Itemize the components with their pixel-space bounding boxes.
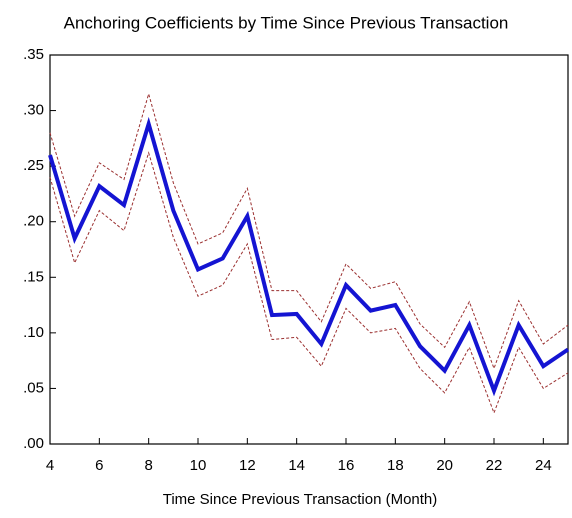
chart-title: Anchoring Coefficients by Time Since Pre… [64,13,509,32]
x-tick-label: 14 [288,457,305,474]
y-tick-label: .05 [23,379,44,396]
y-tick-label: .30 [23,102,44,119]
y-tick-label: .15 [23,268,44,285]
y-tick-label: .35 [23,46,44,63]
x-tick-label: 16 [338,457,355,474]
x-tick-label: 20 [436,457,453,474]
x-axis-label: Time Since Previous Transaction (Month) [163,491,438,508]
y-tick-label: .00 [23,435,44,452]
series-line [48,116,570,397]
x-tick-label: 10 [190,457,207,474]
x-tick-label: 6 [95,457,103,474]
x-tick-label: 12 [239,457,256,474]
y-tick-label: .20 [23,213,44,230]
x-tick-label: 18 [387,457,404,474]
x-tick-label: 8 [144,457,152,474]
y-tick-label: .10 [23,324,44,341]
plot-frame [49,54,569,445]
x-tick-label: 24 [535,457,552,474]
x-tick-label: 4 [46,457,54,474]
series-line [49,92,569,370]
y-tick-label: .25 [23,157,44,174]
x-tick-label: 22 [486,457,503,474]
